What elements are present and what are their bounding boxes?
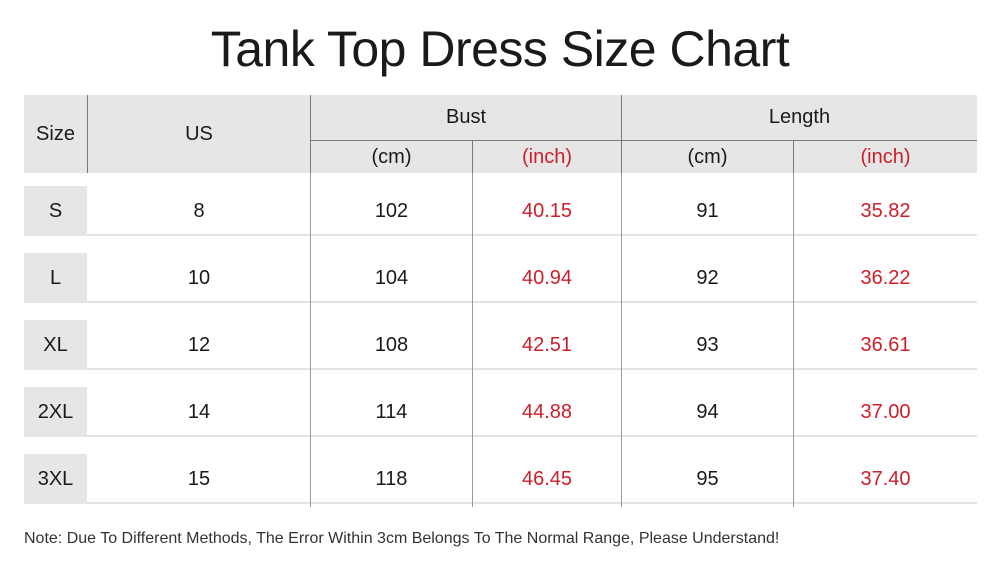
length-cm-cell: 92	[696, 266, 719, 289]
bust-inch-cell: 40.15	[521, 199, 573, 222]
header-divider	[621, 95, 622, 173]
column-divider	[621, 173, 622, 507]
header-divider	[472, 141, 473, 173]
column-divider	[793, 173, 794, 507]
length-cm-cell: 95	[696, 467, 719, 490]
column-divider	[472, 173, 473, 507]
header-length-inch: (inch)	[860, 145, 911, 168]
length-inch-cell: 36.22	[860, 266, 911, 289]
header-bust-inch: (inch)	[521, 145, 572, 168]
header-divider	[310, 95, 311, 173]
row-divider	[87, 368, 977, 370]
header-divider	[87, 95, 88, 173]
bust-cm-cell: 108	[374, 333, 409, 356]
length-inch-cell: 37.00	[860, 400, 911, 423]
header-bust: Bust	[445, 106, 487, 128]
footnote: Note: Due To Different Methods, The Erro…	[24, 530, 780, 547]
row-divider	[87, 234, 977, 236]
header-divider	[793, 141, 794, 173]
length-cm-cell: 91	[696, 199, 719, 222]
size-cell: 2XL	[24, 387, 87, 437]
table-row: 3XL 15 118 46.45 95 37.40	[24, 454, 977, 504]
bust-cm-cell: 118	[375, 467, 408, 490]
length-inch-cell: 37.40	[860, 467, 911, 490]
bust-cm-cell: 104	[374, 266, 409, 289]
header-us: US	[185, 122, 213, 145]
table-row: XL 12 108 42.51 93 36.61	[24, 320, 977, 370]
table-header	[24, 95, 977, 173]
us-cell: 8	[193, 199, 205, 222]
header-bust-cm: (cm)	[371, 145, 412, 168]
us-cell: 12	[187, 333, 211, 356]
header-length-cm: (cm)	[687, 145, 728, 168]
size-cell: L	[24, 253, 87, 303]
bust-cm-cell: 114	[375, 400, 408, 423]
row-divider	[87, 435, 977, 437]
header-divider	[310, 140, 977, 141]
us-cell: 10	[187, 266, 211, 289]
table-row: 2XL 14 114 44.88 94 37.00	[24, 387, 977, 437]
bust-inch-cell: 46.45	[521, 467, 573, 490]
length-inch-cell: 36.61	[860, 333, 911, 356]
row-divider	[87, 301, 977, 303]
size-chart-table: Size US Bust Length (cm) (inch) (cm) (in…	[24, 95, 977, 507]
length-cm-cell: 93	[696, 333, 719, 356]
us-cell: 15	[187, 467, 211, 490]
bust-inch-cell: 42.51	[521, 333, 573, 356]
size-cell: S	[24, 186, 87, 236]
bust-inch-cell: 40.94	[521, 266, 573, 289]
bust-cm-cell: 102	[374, 199, 409, 222]
bust-inch-cell: 44.88	[521, 400, 573, 423]
us-cell: 14	[187, 400, 211, 423]
column-divider	[310, 173, 311, 507]
page-title: Tank Top Dress Size Chart	[210, 21, 790, 77]
table-row: L 10 104 40.94 92 36.22	[24, 253, 977, 303]
header-length: Length	[768, 106, 831, 128]
header-size: Size	[36, 122, 75, 145]
table-row: S 8 102 40.15 91 35.82	[24, 186, 977, 236]
row-divider	[87, 502, 977, 504]
length-cm-cell: 94	[696, 400, 719, 423]
size-cell: XL	[24, 320, 87, 370]
size-cell: 3XL	[24, 454, 87, 504]
length-inch-cell: 35.82	[860, 199, 911, 222]
